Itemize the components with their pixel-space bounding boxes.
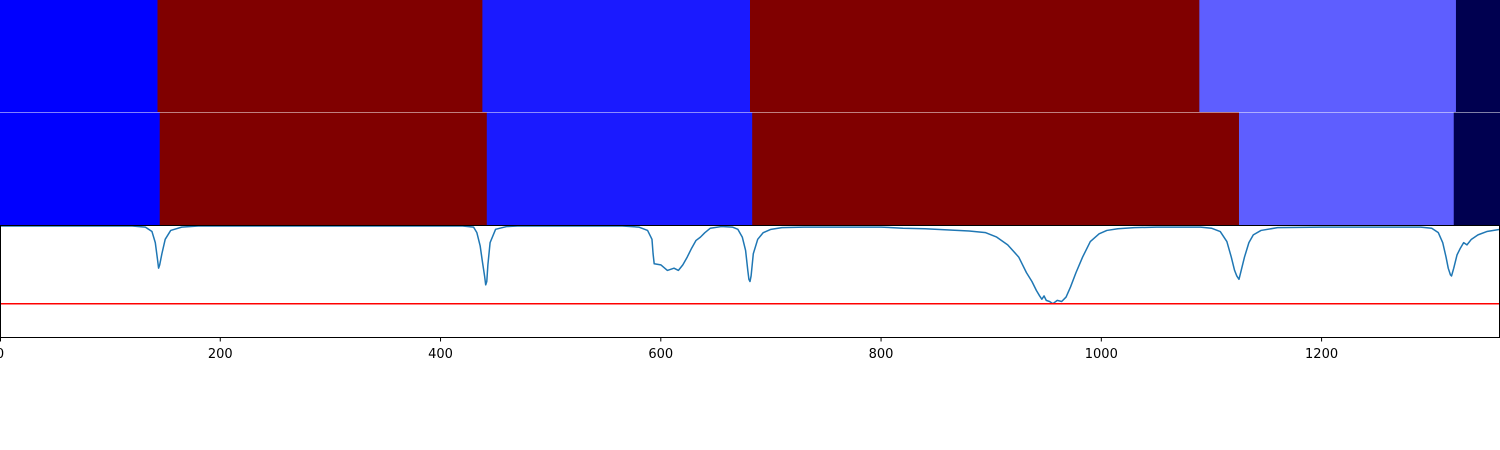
- segment-2-5: [1238, 112, 1455, 225]
- confidence-series: [0, 225, 1500, 305]
- segment-1-6: [1455, 0, 1500, 113]
- x-tick-label: 0: [0, 347, 4, 362]
- segment-2-6: [1453, 112, 1500, 225]
- confidence-curve-panel: 0 200 400 600 800 1000 1200: [0, 225, 1500, 362]
- segment-1-1: [0, 0, 159, 113]
- x-tick-label: 400: [428, 347, 453, 362]
- x-tick-label: 200: [208, 347, 233, 362]
- x-axis: 0 200 400 600 800 1000 1200: [0, 337, 1338, 362]
- segment-1-4: [750, 0, 1200, 113]
- x-tick-label: 1000: [1085, 347, 1118, 362]
- segment-2-2: [159, 112, 488, 225]
- segmentation-row-2: [0, 112, 1500, 225]
- segment-2-3: [486, 112, 753, 225]
- segment-2-1: [0, 112, 161, 225]
- segment-1-2: [157, 0, 483, 113]
- segment-1-5: [1199, 0, 1457, 113]
- x-tick-label: 600: [648, 347, 673, 362]
- x-tick-label: 1200: [1305, 347, 1338, 362]
- x-tick-label: 800: [869, 347, 894, 362]
- segment-2-4: [752, 112, 1240, 225]
- segment-1-3: [482, 0, 751, 113]
- segmentation-row-1: [0, 0, 1500, 113]
